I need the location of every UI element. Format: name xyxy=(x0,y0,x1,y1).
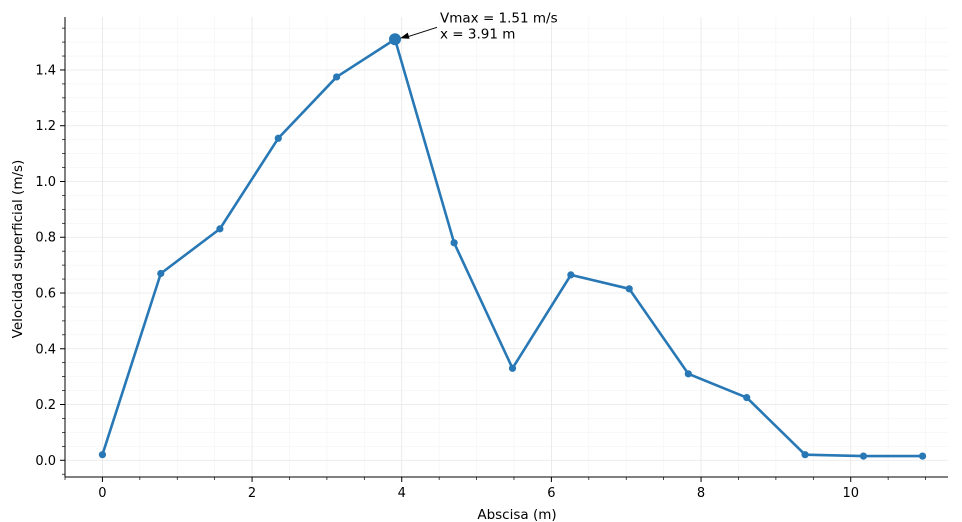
x-tick-label: 2 xyxy=(248,486,256,501)
y-tick-label: 0.0 xyxy=(35,454,56,469)
data-point xyxy=(157,269,165,278)
data-point xyxy=(625,285,633,293)
data-point xyxy=(333,73,341,81)
y-tick-label: 1.2 xyxy=(35,119,56,134)
data-point xyxy=(918,452,927,460)
data-point xyxy=(450,239,458,247)
axes xyxy=(64,17,948,478)
y-ticks: 0.0 0.2 0.4 0.6 0.8 1.0 1.2 1.4 xyxy=(35,27,65,475)
data-point xyxy=(567,271,575,279)
data-point xyxy=(216,225,224,233)
data-point xyxy=(743,393,751,402)
y-tick-label: 0.4 xyxy=(35,342,56,357)
data-point xyxy=(684,370,692,378)
y-tick-label: 1.4 xyxy=(35,63,56,78)
y-tick-label: 1.0 xyxy=(35,175,56,190)
x-tick-label: 10 xyxy=(842,486,859,501)
series-layer xyxy=(98,33,927,460)
x-tick-label: 0 xyxy=(98,486,106,501)
x-tick-label: 4 xyxy=(398,486,406,501)
annotation-x-text: x = 3.91 m xyxy=(440,26,515,42)
annotation-arrow xyxy=(405,26,438,38)
max-marker xyxy=(389,33,402,46)
y-axis-label: Velocidad superficial (m/s) xyxy=(10,160,26,339)
data-point xyxy=(859,452,868,460)
data-point xyxy=(98,451,107,459)
y-tick-label: 0.6 xyxy=(35,287,56,302)
y-tick-label: 0.2 xyxy=(35,398,56,413)
annotation-vmax-text: Vmax = 1.51 m/s xyxy=(440,10,558,26)
data-point xyxy=(274,134,282,142)
grid xyxy=(65,17,948,477)
data-point xyxy=(508,364,517,372)
max-annotation: Vmax = 1.51 m/s x = 3.91 m xyxy=(400,10,558,42)
x-tick-label: 8 xyxy=(697,486,705,501)
x-tick-label: 6 xyxy=(547,486,555,501)
x-ticks: 0 2 4 6 8 10 xyxy=(64,477,926,501)
x-axis-label: Abscisa (m) xyxy=(477,507,556,522)
velocity-line xyxy=(101,38,923,458)
annotation-arrowhead xyxy=(400,32,410,39)
y-tick-label: 0.8 xyxy=(35,231,56,246)
data-point xyxy=(801,451,809,459)
